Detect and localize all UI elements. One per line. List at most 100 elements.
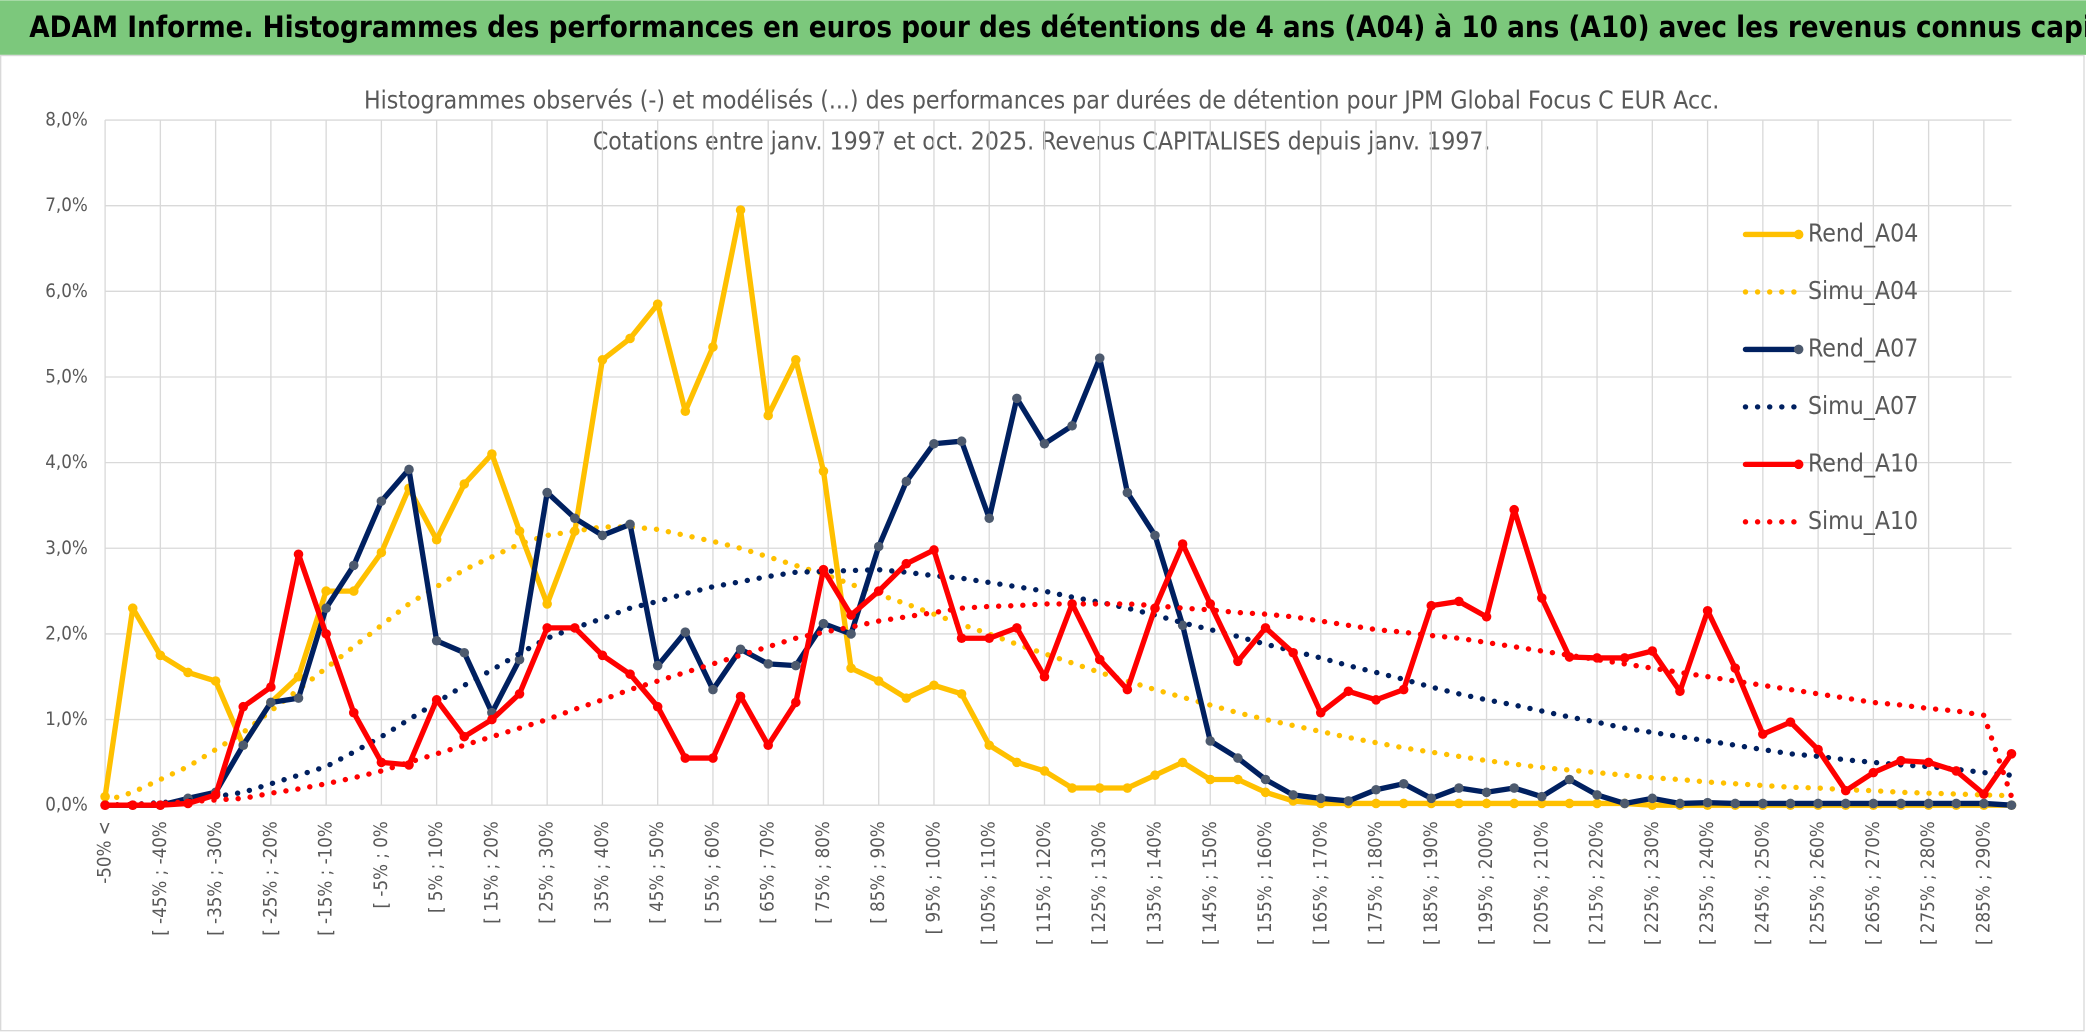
data-point [1592,790,1602,800]
data-point [1288,790,1298,800]
x-tick-label: [ 175% ; 180% [1366,821,1387,945]
y-tick-label: 6,0% [45,281,88,302]
data-point [321,629,331,639]
x-tick-label: [ 75% ; 80% [813,821,834,924]
data-point [708,753,718,763]
data-point [763,410,773,421]
data-point [1702,605,1713,616]
legend: Rend_A04 Simu_A04 Rend_A07 Simu_A07 Rend_A10… [1742,218,1918,535]
x-tick-label: -50% < [95,821,116,884]
data-point [597,530,608,541]
data-point [1647,800,1658,810]
y-tick-label: 3,0% [45,538,88,559]
data-point [929,438,939,449]
x-tick-label: [ 125% ; 130% [1089,821,1110,945]
data-point [791,697,801,708]
data-point [1785,798,1796,809]
data-point [293,693,304,703]
data-point [1150,530,1160,541]
data-point [1205,736,1216,746]
data-point [846,610,856,620]
data-point [321,603,331,614]
data-point [873,541,884,552]
x-tick-label: [ -15% ; -10% [316,821,337,936]
data-point [542,623,552,633]
legend-label: Rend_A10 [1808,448,1918,477]
data-point [1730,798,1740,809]
data-point [929,545,939,555]
data-point [321,586,331,596]
legend-label: Simu_A04 [1808,276,1918,305]
data-point [1426,600,1437,611]
y-tick-label: 4,0% [45,452,88,473]
series-line [102,355,2015,808]
data-point [1426,793,1437,804]
data-point [1675,798,1685,809]
chart-frame [0,54,2085,1032]
data-point [1177,757,1188,768]
data-point [376,496,387,506]
data-point [735,644,746,655]
data-point [956,436,967,446]
data-point [404,464,414,475]
data-point [431,534,442,545]
data-point [1260,787,1271,798]
data-point [1233,656,1243,667]
data-point [1537,791,1547,802]
legend-label: Rend_A07 [1808,333,1918,362]
data-point [1923,798,1934,809]
data-point [1979,798,1989,809]
data-point [127,603,138,614]
data-point [238,701,249,712]
data-point [1951,798,1962,809]
data-point [1840,785,1851,796]
data-point [459,731,470,742]
data-point [514,526,525,536]
data-point [1398,798,1409,809]
legend-marker [1793,459,1804,470]
data-point [984,513,995,524]
data-point [763,659,773,669]
x-tick-label: [ -45% ; -40% [150,821,171,936]
data-point [1205,599,1216,609]
data-point [735,205,746,215]
x-tick-label: [ 65% ; 70% [758,821,779,924]
data-point [459,479,470,489]
data-point [1012,623,1022,633]
header-band [0,0,2086,55]
data-point [570,513,580,524]
data-point [1343,686,1354,697]
data-point [1150,770,1160,781]
legend-label: Rend_A04 [1808,218,1918,247]
data-point [735,691,746,702]
data-point [1619,798,1630,809]
data-point [846,663,856,673]
header-title: ADAM Informe. Histogrammes des performan… [29,10,2086,44]
data-point [901,558,912,569]
data-point [266,697,276,708]
data-point [1122,684,1133,695]
data-point [1509,798,1519,809]
data-point [763,740,773,751]
data-point [1481,787,1492,798]
data-point [1758,729,1768,739]
data-point [818,564,829,575]
plot [100,205,2017,810]
x-tick-label: [ 5% ; 10% [426,821,447,913]
data-point [348,560,359,571]
data-point [1233,774,1243,785]
data-point [431,695,442,705]
data-point [791,660,801,671]
data-point [625,333,635,344]
data-point [1288,647,1298,658]
x-tick-label: [ 145% ; 150% [1200,821,1221,945]
data-point [1840,798,1851,809]
data-point [1371,798,1381,809]
x-tick-label: [ 165% ; 170% [1310,821,1331,945]
x-tick-label: [ -35% ; -30% [205,821,226,936]
data-point [625,669,635,679]
x-tick-label: [ 105% ; 110% [979,821,1000,945]
data-point [1813,798,1823,809]
data-point [625,519,635,530]
